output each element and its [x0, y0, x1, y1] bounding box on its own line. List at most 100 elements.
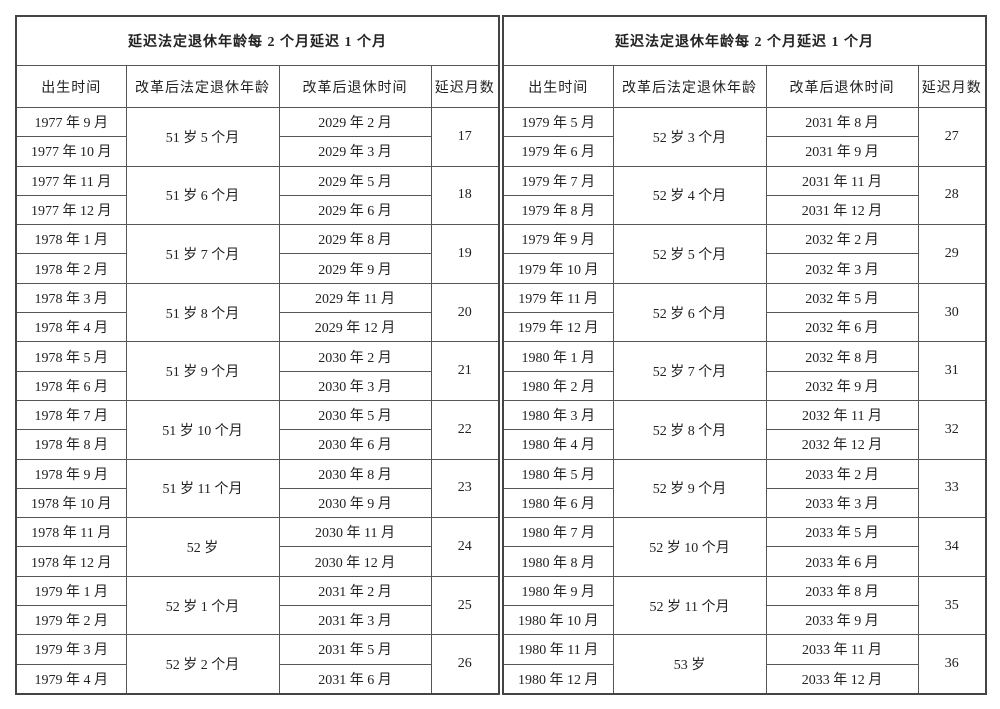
retire-cell: 2033 年 6 月 — [765, 546, 919, 577]
data-row: 1979 年 11 月 52 岁 6 个月 2032 年 5 月 30 — [502, 282, 987, 343]
birth-cell: 1979 年 5 月 — [502, 106, 614, 138]
birth-cell: 1980 年 9 月 — [502, 575, 614, 607]
header-cell: 改革后退休时间 — [765, 65, 919, 108]
birth-cell: 1979 年 2 月 — [15, 605, 127, 636]
table: 延迟法定退休年龄每 2 个月延迟 1 个月 出生时间 改革后法定退休年龄 改革后退休时… — [15, 15, 500, 695]
birth-cell: 1978 年 5 月 — [15, 341, 127, 372]
table-right: 延迟法定退休年龄每 2 个月延迟 1 个月 出生时间 改革后法定退休年龄 改革后退休时… — [502, 15, 987, 695]
age-cell: 51 岁 9 个月 — [125, 341, 280, 401]
birth-cell: 1980 年 8 月 — [502, 546, 614, 577]
birth-cell: 1978 年 11 月 — [15, 517, 127, 548]
birth-cell: 1978 年 1 月 — [15, 224, 127, 255]
data-row: 1980 年 12 月 2033 年 12 月 — [502, 663, 986, 695]
age-cell: 52 岁 1 个月 — [125, 575, 280, 636]
delay-cell: 25 — [430, 575, 500, 636]
delay-cell: 30 — [917, 282, 987, 343]
birth-cell: 1977 年 9 月 — [15, 106, 127, 138]
header-cell: 延迟月数 — [917, 65, 987, 108]
birth-cell: 1980 年 6 月 — [502, 487, 614, 519]
birth-cell: 1980 年 4 月 — [502, 429, 614, 460]
data-row: 1979 年 8 月 2031 年 12 月 — [502, 194, 986, 226]
data-row: 1978 年 7 月 51 岁 10 个月 2030 年 5 月 22 — [15, 399, 500, 460]
delay-cell: 34 — [917, 517, 987, 577]
header-row: 出生时间 改革后法定退休年龄 改革后退休时间 延迟月数 — [502, 65, 987, 108]
birth-cell: 1980 年 1 月 — [502, 341, 614, 372]
data-row: 1979 年 1 月 52 岁 1 个月 2031 年 2 月 25 — [15, 575, 500, 636]
delay-cell: 19 — [430, 224, 500, 284]
data-row: 1978 年 9 月 51 岁 11 个月 2030 年 8 月 23 — [15, 458, 500, 519]
retire-cell: 2029 年 3 月 — [278, 136, 432, 167]
birth-cell: 1979 年 7 月 — [502, 165, 614, 196]
birth-cell: 1979 年 6 月 — [502, 136, 614, 167]
retire-cell: 2030 年 3 月 — [278, 370, 432, 401]
retire-cell: 2033 年 2 月 — [765, 458, 919, 489]
data-row: 1980 年 7 月 52 岁 10 个月 2033 年 5 月 34 — [502, 517, 987, 577]
retire-cell: 2032 年 5 月 — [765, 282, 919, 314]
retire-cell: 2032 年 9 月 — [765, 370, 919, 401]
retire-cell: 2033 年 11 月 — [765, 634, 919, 665]
delay-cell: 24 — [430, 517, 500, 577]
age-cell: 52 岁 — [125, 517, 280, 577]
retire-cell: 2032 年 2 月 — [765, 224, 919, 255]
retire-cell: 2029 年 12 月 — [278, 312, 432, 343]
data-row: 1978 年 3 月 51 岁 8 个月 2029 年 11 月 20 — [15, 282, 500, 343]
data-row: 1977 年 12 月 2029 年 6 月 — [15, 194, 499, 226]
birth-cell: 1978 年 7 月 — [15, 399, 127, 431]
retire-cell: 2032 年 3 月 — [765, 253, 919, 284]
retire-cell: 2030 年 6 月 — [278, 429, 432, 460]
header-cell: 改革后退休时间 — [278, 65, 432, 108]
retire-cell: 2029 年 8 月 — [278, 224, 432, 255]
retire-cell: 2031 年 9 月 — [765, 136, 919, 167]
birth-cell: 1980 年 3 月 — [502, 399, 614, 431]
birth-cell: 1979 年 4 月 — [15, 663, 127, 695]
age-cell: 51 岁 6 个月 — [125, 165, 280, 226]
data-row: 1980 年 9 月 52 岁 11 个月 2033 年 8 月 35 — [502, 575, 987, 636]
data-row: 1978 年 5 月 51 岁 9 个月 2030 年 2 月 21 — [15, 341, 500, 401]
data-row: 1979 年 5 月 52 岁 3 个月 2031 年 8 月 27 — [502, 106, 987, 167]
retire-cell: 2030 年 5 月 — [278, 399, 432, 431]
data-row: 1980 年 5 月 52 岁 9 个月 2033 年 2 月 33 — [502, 458, 987, 519]
retire-cell: 2031 年 8 月 — [765, 106, 919, 138]
birth-cell: 1979 年 11 月 — [502, 282, 614, 314]
delay-cell: 18 — [430, 165, 500, 226]
data-row: 1980 年 2 月 2032 年 9 月 — [502, 370, 986, 401]
age-cell: 52 岁 6 个月 — [612, 282, 767, 343]
retire-cell: 2030 年 8 月 — [278, 458, 432, 489]
data-row: 1977 年 9 月 51 岁 5 个月 2029 年 2 月 17 — [15, 106, 500, 167]
data-row: 1979 年 9 月 52 岁 5 个月 2032 年 2 月 29 — [502, 224, 987, 284]
data-row: 1978 年 4 月 2029 年 12 月 — [15, 312, 499, 343]
age-cell: 53 岁 — [612, 634, 767, 695]
data-row: 1979 年 7 月 52 岁 4 个月 2031 年 11 月 28 — [502, 165, 987, 226]
retire-cell: 2030 年 9 月 — [278, 487, 432, 519]
retire-cell: 2029 年 2 月 — [278, 106, 432, 138]
age-cell: 51 岁 7 个月 — [125, 224, 280, 284]
age-cell: 52 岁 5 个月 — [612, 224, 767, 284]
birth-cell: 1978 年 10 月 — [15, 487, 127, 519]
retire-cell: 2030 年 2 月 — [278, 341, 432, 372]
delay-cell: 35 — [917, 575, 987, 636]
retire-cell: 2029 年 9 月 — [278, 253, 432, 284]
age-cell: 52 岁 2 个月 — [125, 634, 280, 695]
birth-cell: 1979 年 1 月 — [15, 575, 127, 607]
header-cell: 延迟月数 — [430, 65, 500, 108]
retire-cell: 2033 年 12 月 — [765, 663, 919, 695]
age-cell: 52 岁 7 个月 — [612, 341, 767, 401]
retire-cell: 2031 年 3 月 — [278, 605, 432, 636]
birth-cell: 1979 年 9 月 — [502, 224, 614, 255]
birth-cell: 1978 年 4 月 — [15, 312, 127, 343]
data-row: 1979 年 10 月 2032 年 3 月 — [502, 253, 986, 284]
birth-cell: 1980 年 2 月 — [502, 370, 614, 401]
age-cell: 52 岁 3 个月 — [612, 107, 767, 167]
delay-cell: 21 — [430, 341, 500, 401]
retire-cell: 2030 年 12 月 — [278, 546, 432, 577]
title-row: 延迟法定退休年龄每 2 个月延迟 1 个月 — [502, 15, 987, 66]
retire-cell: 2033 年 9 月 — [765, 605, 919, 636]
age-cell: 51 岁 11 个月 — [125, 458, 280, 519]
retire-cell: 2030 年 11 月 — [278, 517, 432, 548]
data-row: 1980 年 11 月 53 岁 2033 年 11 月 36 — [502, 634, 987, 695]
birth-cell: 1978 年 2 月 — [15, 253, 127, 284]
data-row: 1979 年 3 月 52 岁 2 个月 2031 年 5 月 26 — [15, 634, 500, 695]
retire-cell: 2033 年 8 月 — [765, 575, 919, 607]
title-row: 延迟法定退休年龄每 2 个月延迟 1 个月 — [15, 15, 500, 66]
